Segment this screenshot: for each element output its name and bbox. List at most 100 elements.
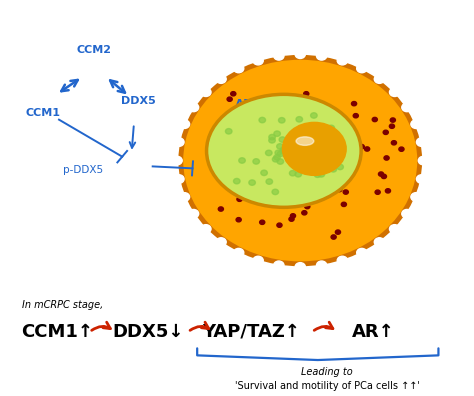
Circle shape (269, 134, 275, 140)
Circle shape (336, 230, 340, 234)
Circle shape (322, 172, 327, 176)
Circle shape (301, 157, 307, 162)
Circle shape (271, 160, 276, 164)
Circle shape (275, 147, 280, 152)
Circle shape (375, 190, 380, 194)
Circle shape (218, 139, 223, 143)
Circle shape (266, 179, 273, 184)
Circle shape (273, 51, 284, 60)
Circle shape (300, 139, 307, 144)
Circle shape (273, 156, 279, 162)
Circle shape (301, 129, 308, 135)
Ellipse shape (181, 57, 419, 264)
Circle shape (389, 124, 394, 128)
Circle shape (333, 157, 340, 162)
Circle shape (223, 166, 228, 170)
Circle shape (384, 156, 389, 160)
Circle shape (299, 168, 304, 172)
Circle shape (174, 175, 184, 183)
Text: In mCRPC stage,: In mCRPC stage, (21, 300, 103, 310)
Circle shape (312, 156, 317, 161)
Ellipse shape (207, 94, 361, 208)
Circle shape (374, 238, 384, 246)
Circle shape (273, 261, 284, 270)
Circle shape (288, 148, 293, 152)
Circle shape (304, 118, 310, 122)
Circle shape (274, 141, 279, 145)
Circle shape (417, 175, 427, 183)
Circle shape (299, 148, 304, 153)
Circle shape (307, 141, 312, 145)
Circle shape (309, 145, 314, 149)
Circle shape (280, 148, 287, 154)
Circle shape (314, 130, 321, 135)
Circle shape (382, 174, 386, 179)
Circle shape (188, 209, 199, 218)
Circle shape (234, 64, 244, 73)
Circle shape (411, 192, 421, 201)
Circle shape (201, 225, 211, 233)
Circle shape (293, 151, 298, 155)
Circle shape (174, 138, 184, 147)
Circle shape (234, 248, 244, 257)
Circle shape (274, 131, 281, 136)
Circle shape (287, 124, 292, 129)
Circle shape (359, 145, 365, 149)
Circle shape (402, 103, 412, 112)
Text: CCM1: CCM1 (25, 108, 60, 118)
Circle shape (292, 160, 299, 166)
Circle shape (236, 217, 241, 222)
Circle shape (305, 151, 312, 157)
Circle shape (295, 171, 301, 177)
Circle shape (390, 88, 400, 97)
Circle shape (276, 164, 282, 168)
Circle shape (317, 189, 322, 193)
Circle shape (264, 158, 269, 162)
Circle shape (295, 263, 305, 271)
Circle shape (259, 196, 264, 200)
Circle shape (291, 148, 297, 153)
Circle shape (328, 150, 333, 154)
Circle shape (418, 156, 428, 165)
Circle shape (253, 56, 263, 65)
Circle shape (284, 173, 290, 177)
Circle shape (265, 150, 272, 156)
Text: p-DDX5: p-DDX5 (64, 164, 103, 175)
Circle shape (301, 179, 306, 183)
Text: DDX5↓: DDX5↓ (112, 323, 184, 341)
Circle shape (231, 91, 236, 96)
Circle shape (331, 235, 336, 239)
Circle shape (332, 169, 337, 174)
Circle shape (298, 126, 304, 131)
Circle shape (337, 56, 347, 65)
Circle shape (172, 156, 182, 165)
Text: AR↑: AR↑ (352, 323, 394, 341)
Circle shape (219, 207, 223, 211)
Circle shape (310, 177, 315, 182)
Circle shape (237, 197, 242, 202)
Circle shape (269, 137, 275, 143)
Text: CCM2: CCM2 (77, 44, 111, 55)
Circle shape (352, 101, 356, 106)
Circle shape (343, 190, 348, 194)
Circle shape (313, 165, 319, 171)
Circle shape (341, 202, 346, 206)
Circle shape (321, 171, 326, 176)
Circle shape (230, 121, 235, 126)
Circle shape (276, 113, 282, 118)
Circle shape (267, 147, 273, 151)
Circle shape (289, 217, 294, 221)
Circle shape (417, 138, 427, 147)
Text: YAP/TAZ↑: YAP/TAZ↑ (202, 323, 300, 341)
Circle shape (390, 225, 400, 233)
Circle shape (216, 238, 226, 246)
Text: AR: AR (235, 98, 253, 111)
Circle shape (252, 115, 257, 120)
Circle shape (253, 159, 259, 164)
Circle shape (295, 162, 301, 167)
Circle shape (365, 147, 370, 151)
Circle shape (357, 64, 367, 73)
Circle shape (318, 148, 323, 152)
Circle shape (328, 125, 335, 131)
Circle shape (201, 88, 211, 97)
